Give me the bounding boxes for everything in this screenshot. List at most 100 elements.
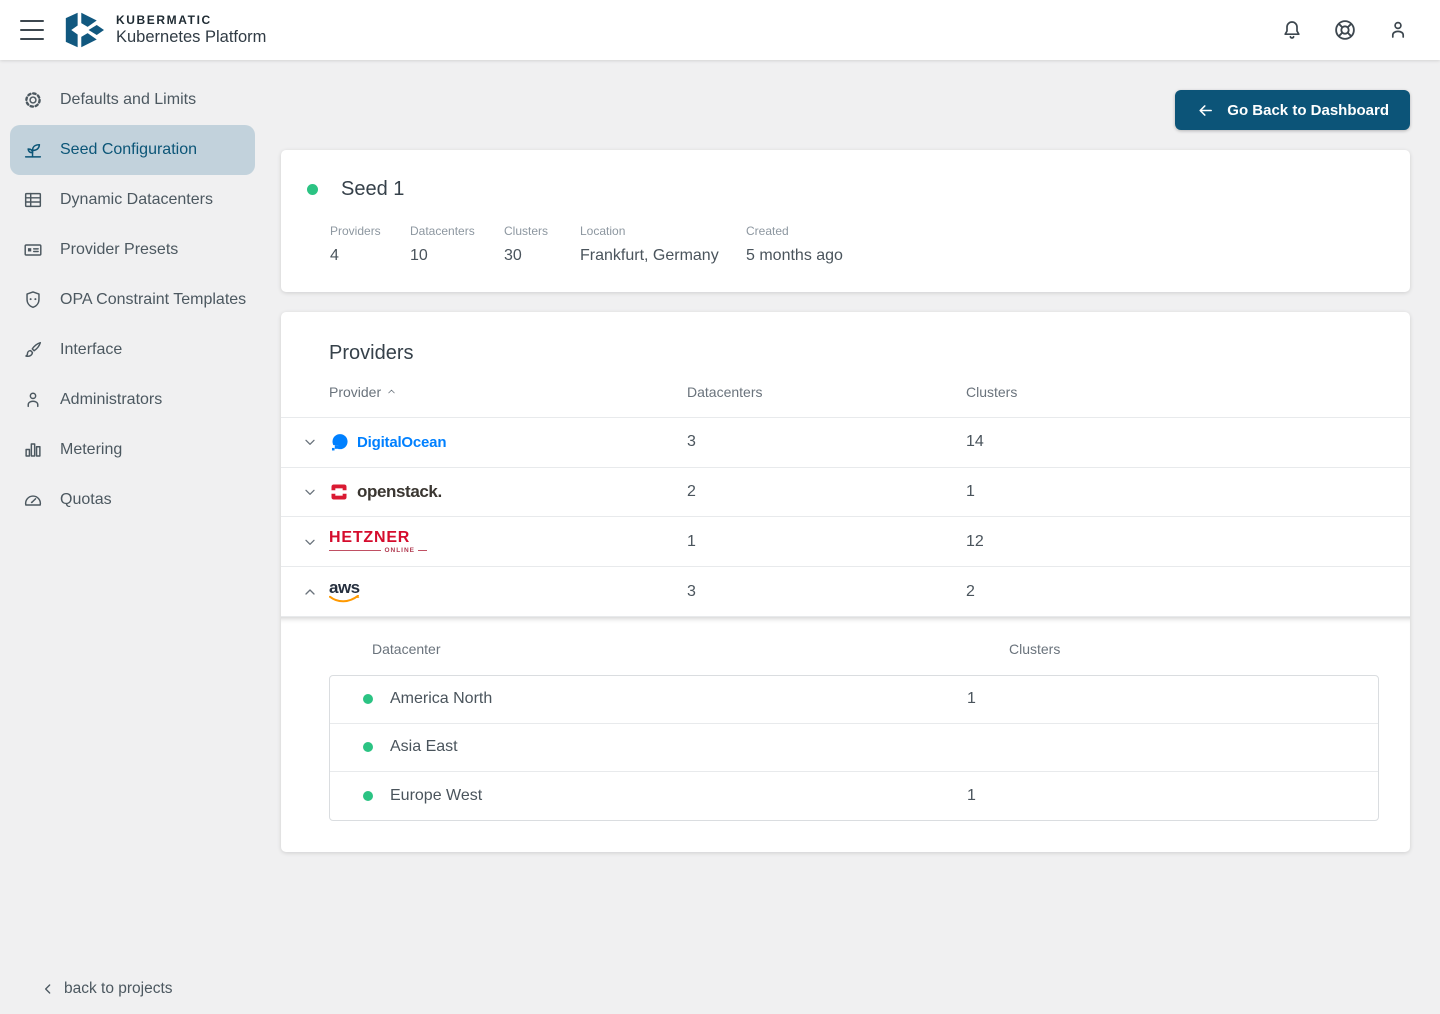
providers-title: Providers (329, 342, 414, 364)
provider-clusters-count: 12 (966, 532, 984, 550)
stat-clusters: Clusters 30 (504, 224, 549, 264)
hetzner-logo: HETZNER ONLINE (329, 529, 427, 554)
provider-datacenters-count: 3 (687, 433, 696, 451)
datacenters-table: America North 1 Asia East Europe West (329, 674, 1379, 821)
id-card-icon (22, 239, 44, 261)
go-back-to-dashboard-button[interactable]: Go Back to Dashboard (1175, 90, 1410, 130)
back-to-projects-label: back to projects (64, 980, 173, 997)
main-content: Go Back to Dashboard Seed 1 Providers 4 … (256, 60, 1440, 1014)
column-header-datacenter: Datacenter (372, 641, 441, 658)
datacenter-status-dot (363, 790, 373, 801)
sidebar-item-provider-presets[interactable]: Provider Presets (10, 225, 255, 275)
sidebar-item-label: Administrators (60, 391, 163, 408)
opa-icon (22, 289, 44, 311)
openstack-mark-icon (330, 484, 348, 500)
brand: KUBERMATIC Kubernetes Platform (64, 11, 266, 49)
kubermatic-logo-icon (65, 12, 104, 48)
gear-icon (22, 89, 44, 111)
top-bar: KUBERMATIC Kubernetes Platform (0, 0, 1440, 60)
provider-clusters-count: 1 (966, 482, 975, 500)
back-to-projects-link[interactable]: back to projects (40, 980, 173, 998)
provider-datacenters-count: 1 (687, 532, 696, 550)
column-header-datacenters: Datacenters (687, 383, 763, 400)
datacenter-status-dot (363, 694, 373, 705)
chevron-down-icon[interactable] (300, 482, 320, 502)
provider-clusters-count: 14 (966, 433, 984, 451)
bell-icon (1284, 21, 1300, 39)
top-actions (1278, 16, 1412, 44)
seed-title: Seed 1 (341, 178, 405, 200)
chevron-up-icon[interactable] (300, 582, 320, 602)
datacenter-row-asia-east: Asia East (330, 724, 1378, 772)
provider-datacenters-count: 2 (687, 482, 696, 500)
person-icon (22, 389, 44, 411)
sidebar-item-label: Defaults and Limits (60, 91, 197, 108)
go-back-label: Go Back to Dashboard (1227, 101, 1389, 119)
datacenter-clusters-count: 1 (967, 690, 976, 708)
chevron-down-icon[interactable] (300, 432, 320, 452)
gauge-icon (22, 489, 44, 511)
sidebar-item-defaults-and-limits[interactable]: Defaults and Limits (10, 75, 255, 125)
datacenters-table-header: Datacenter Clusters (329, 639, 1379, 660)
sidebar-item-opa-constraint-templates[interactable]: OPA Constraint Templates (10, 275, 255, 325)
stat-datacenters: Datacenters 10 (410, 224, 475, 264)
user-menu-button[interactable] (1384, 16, 1412, 44)
sidebar-item-interface[interactable]: Interface (10, 325, 255, 375)
aws-datacenters-panel: Datacenter Clusters America North 1 (281, 617, 1410, 852)
datacenter-status-dot (363, 742, 373, 753)
providers-table-header: Provider Datacenters Clusters (281, 367, 1410, 418)
sidebar-item-dynamic-datacenters[interactable]: Dynamic Datacenters (10, 175, 255, 225)
digitalocean-logo: DigitalOcean (329, 432, 687, 453)
datacenter-row-europe-west: Europe West 1 (330, 772, 1378, 820)
datacenter-row-america-north: America North 1 (330, 676, 1378, 724)
datacenter-name: Europe West (390, 786, 483, 804)
provider-row-openstack[interactable]: openstack. 2 1 (281, 468, 1410, 518)
openstack-logo: openstack. (329, 482, 687, 502)
seedling-icon (22, 139, 44, 161)
seed-summary-card: Seed 1 Providers 4 Datacenters 10 Cluste… (281, 150, 1410, 292)
datacenter-name: America North (390, 690, 493, 708)
providers-card: Providers Provider Datacenters Clusters (281, 312, 1410, 852)
aws-logo: aws (329, 579, 687, 604)
arrow-left-icon (1199, 104, 1213, 116)
provider-row-hetzner[interactable]: HETZNER ONLINE 1 12 (281, 517, 1410, 568)
notifications-button[interactable] (1278, 16, 1306, 44)
sidebar-item-metering[interactable]: Metering (10, 425, 255, 475)
provider-row-aws[interactable]: aws 3 2 (281, 567, 1410, 617)
seed-status-dot (307, 184, 318, 195)
lifebuoy-icon (1335, 20, 1355, 40)
stat-created: Created 5 months ago (746, 224, 843, 264)
bar-chart-icon (22, 439, 44, 461)
brand-name: KUBERMATIC (116, 13, 212, 27)
sidebar-item-label: OPA Constraint Templates (60, 291, 247, 308)
sidebar-item-quotas[interactable]: Quotas (10, 475, 255, 525)
provider-clusters-count: 2 (966, 582, 975, 600)
aws-smile-icon (329, 594, 360, 602)
provider-row-digitalocean[interactable]: DigitalOcean 3 14 (281, 418, 1410, 468)
list-icon (22, 189, 44, 211)
brand-subtitle: Kubernetes Platform (116, 28, 267, 46)
column-header-clusters: Clusters (966, 383, 1018, 400)
provider-datacenters-count: 3 (687, 582, 696, 600)
sidebar-item-label: Interface (60, 341, 123, 358)
datacenter-clusters-count: 1 (967, 786, 976, 804)
paintbrush-icon (22, 339, 44, 361)
stat-providers: Providers 4 (330, 224, 381, 264)
sidebar-item-label: Quotas (60, 491, 112, 508)
sidebar: Defaults and Limits Seed Configuration D… (0, 60, 256, 1014)
datacenter-name: Asia East (390, 738, 458, 756)
column-header-provider[interactable]: Provider (329, 384, 687, 400)
sort-ascending-icon (388, 390, 395, 394)
chevron-left-icon (45, 984, 51, 994)
sidebar-item-label: Seed Configuration (60, 141, 197, 158)
sidebar-item-administrators[interactable]: Administrators (10, 375, 255, 425)
digitalocean-mark-icon (330, 433, 348, 453)
chevron-down-icon[interactable] (300, 532, 320, 552)
sidebar-item-seed-configuration[interactable]: Seed Configuration (10, 125, 255, 175)
person-icon (1391, 21, 1405, 38)
sidebar-item-label: Dynamic Datacenters (60, 191, 213, 208)
help-button[interactable] (1331, 16, 1359, 44)
sidebar-item-label: Metering (60, 441, 123, 458)
menu-toggle-button[interactable] (20, 20, 46, 40)
sidebar-item-label: Provider Presets (60, 241, 179, 258)
